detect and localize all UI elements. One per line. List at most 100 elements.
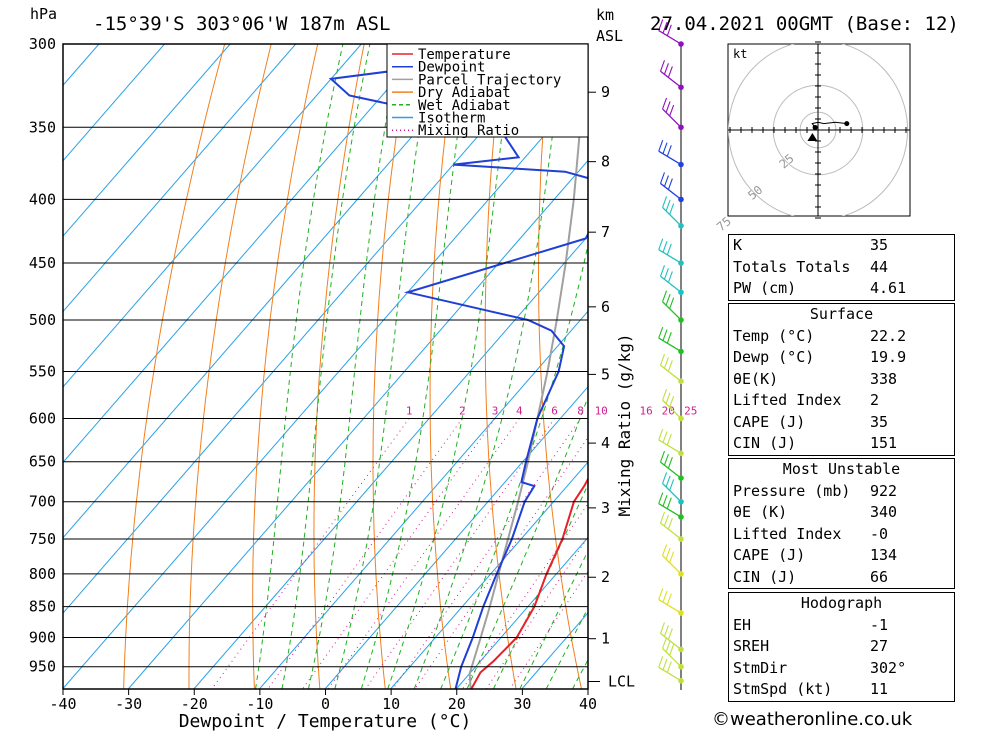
wind-barb-flag [667,457,673,469]
wind-barb-flag [666,145,672,157]
hodograph-ring-label: 75 [714,214,734,234]
wind-barb-flag [667,66,673,78]
indices-table: K 35 Totals Totals 44 PW (cm) 4.61 [728,234,955,301]
mixing-ratio-label: 4 [516,404,523,417]
pressure-tick-label: 400 [29,190,56,208]
wind-barb-flag [665,199,671,212]
mixing-ratio-line [485,536,588,689]
wind-barb [662,482,682,503]
axes: 3003504004505005506006507007508008509009… [29,35,635,713]
pressure-tick-label: 750 [29,530,56,548]
wet-adiabat-line [413,44,565,689]
wind-level-dot [678,514,684,520]
wet-adiabat-line [334,44,434,689]
isotherm-line [390,461,588,689]
wind-level-dot [678,196,684,203]
parcel-trajectory-line [468,44,586,689]
wind-barb-flag [658,656,664,668]
wind-barb-flag [663,175,669,187]
wind-barb-flag [659,60,666,72]
wind-barb-flag [669,479,675,491]
wind-barb-flag [662,97,668,110]
wind-level-dot [678,289,684,296]
mixing-ratio-line [327,418,520,689]
hodo-row: StmSpd (kt) 11 [733,680,889,698]
wind-barb-flag [662,241,668,253]
isotherm-line [63,44,362,388]
km-tick-label: 5 [601,365,610,383]
wind-barb-flag [666,332,672,344]
mixing-ratio-axis-label: Mixing Ratio (g/kg) [615,333,634,516]
wind-barb-flag [665,475,671,488]
wind-barb-flag [663,357,669,369]
wind-barb-flag [659,450,666,463]
wind-level-dot [678,663,684,670]
wind-barb-flag [665,547,671,560]
legend-label: Temperature [418,47,511,63]
wind-barb-flag [669,203,675,215]
wind-barb [658,249,682,264]
wet-adiabat-line [360,44,471,689]
surface-row: Lifted Index 2 [733,391,880,409]
legend-label: Mixing Ratio [418,123,519,139]
asl-label: ASL [596,27,623,45]
wind-barb-flag [666,433,672,446]
wind-barb-flag [663,453,669,466]
wind-level-dot [678,222,684,229]
wind-barb-flag [658,139,664,152]
x-tick-label: -40 [49,695,76,713]
km-tick-label: 6 [601,298,610,316]
wind-level-dot [678,610,684,616]
mu-row: Lifted Index -0 [733,524,889,543]
datetime-title: 27.04.2021 00GMT (Base: 12) [650,13,959,35]
isotherm-line [63,44,493,539]
wind-barb [658,150,682,166]
mu-row: CAPE (J) 134 [733,546,898,564]
isotherm-line [63,84,588,689]
dry-adiabat-line [484,44,517,689]
wind-barb-flag [662,637,668,649]
pressure-tick-label: 500 [29,311,56,329]
wind-barb-flag [667,517,673,530]
copyright-text: ©weatheronline.co.uk [712,709,913,730]
wind-level-dot [678,536,684,542]
km-tick-label: 4 [601,434,610,452]
wind-barb [660,632,682,650]
pressure-tick-label: 950 [29,658,56,676]
x-tick-label: -30 [115,695,142,713]
wind-level-dot [678,475,684,481]
x-tick-label: 10 [382,695,400,713]
sounding-traces [328,44,588,689]
hodograph-title: Hodograph [800,594,883,612]
wind-level-dot [678,450,684,457]
wind-barb [662,206,682,227]
wind-level-dot [678,498,684,505]
wind-barb [662,555,682,575]
pressure-tick-label: 900 [29,629,56,647]
wind-barb [662,108,682,128]
mixing-ratio-label: 16 [640,404,653,417]
wind-barb-flag [662,21,668,34]
surface-row: Dewp (°C) 19.9 [733,348,907,366]
wind-barb-flag [662,472,668,484]
thermo-grid [63,44,588,689]
wet-adiabat-line [440,242,588,689]
wind-barb-flag [669,396,675,408]
isotherm-line [127,159,588,689]
wind-level-dot [678,317,684,323]
isotherm-line [63,44,165,162]
pressure-tick-label: 600 [29,409,56,427]
wind-barb [660,70,682,88]
wind-barb-flag [667,360,673,372]
wind-barb [662,301,682,321]
wind-barb-flag [666,24,672,36]
isotherm-line [63,44,559,614]
km-tick-label: 1 [601,630,610,648]
wind-level-dot [678,348,684,355]
wind-barb-flag [658,326,664,339]
wind-level-dot [678,378,684,384]
wind-barb-flag [662,196,668,208]
km-tick-label: 2 [601,568,610,586]
wind-barb [662,647,682,668]
